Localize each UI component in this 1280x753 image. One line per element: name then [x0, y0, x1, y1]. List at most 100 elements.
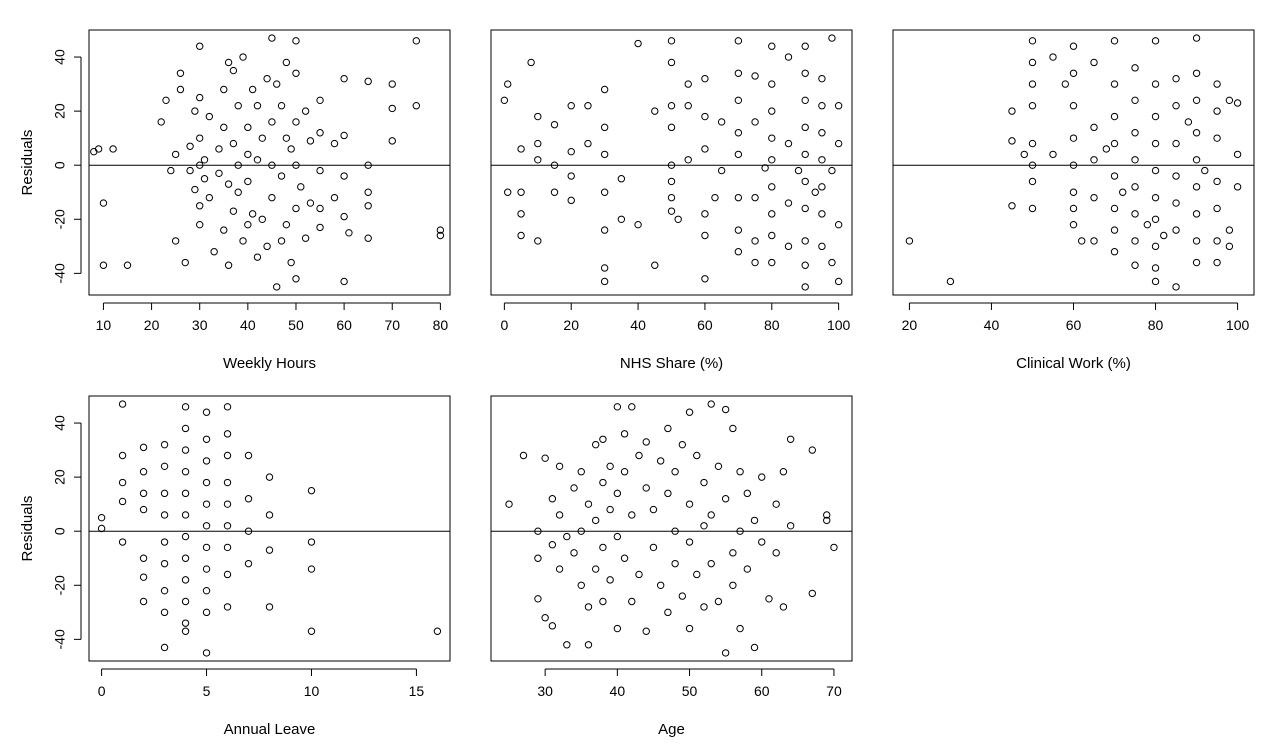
data-point	[734, 96, 743, 105]
data-point	[301, 107, 310, 115]
data-point	[1008, 202, 1016, 210]
y-tick-label: 0	[52, 527, 68, 535]
data-point	[527, 58, 535, 67]
data-point	[229, 139, 238, 148]
data-point	[1028, 58, 1037, 67]
data-point	[743, 489, 752, 498]
data-point	[1110, 226, 1119, 234]
data-point	[664, 608, 672, 617]
data-point	[253, 102, 262, 110]
data-point	[1151, 215, 1160, 223]
data-point	[656, 457, 665, 465]
data-point	[220, 85, 228, 94]
data-point	[223, 403, 232, 411]
data-point	[191, 185, 199, 194]
data-point	[1028, 204, 1037, 213]
data-point	[567, 102, 575, 110]
data-point	[224, 58, 233, 67]
data-point	[591, 565, 600, 573]
data-point	[700, 603, 708, 611]
data-point	[736, 468, 744, 476]
x-tick-label: 10	[304, 683, 320, 699]
data-point	[244, 123, 252, 132]
data-point	[768, 183, 776, 191]
data-point	[801, 69, 809, 77]
x-tick-label: 60	[336, 317, 352, 333]
data-point	[97, 524, 106, 533]
data-point	[1192, 34, 1201, 42]
data-point	[160, 538, 169, 546]
data-point	[268, 118, 276, 126]
data-point	[181, 403, 190, 411]
data-point	[642, 438, 650, 446]
data-point	[1192, 129, 1201, 137]
data-point	[263, 74, 271, 83]
data-point	[517, 231, 525, 240]
data-point	[667, 102, 676, 110]
data-point	[139, 597, 148, 606]
data-point	[186, 166, 194, 175]
data-point	[265, 603, 274, 611]
data-point	[282, 220, 291, 229]
data-point	[651, 107, 659, 115]
data-point	[181, 424, 190, 433]
data-point	[613, 489, 622, 498]
y-tick-label: 20	[52, 469, 68, 485]
data-point	[1028, 177, 1037, 186]
x-tick-label: 50	[682, 683, 698, 699]
data-point	[181, 576, 190, 584]
data-point	[563, 532, 571, 541]
x-tick-label: 80	[433, 317, 449, 333]
x-axis-title: Annual Leave	[224, 721, 316, 738]
data-point	[160, 586, 169, 595]
scatter-panel-5: 30 40 50 60 70 Age	[490, 395, 853, 738]
data-point	[1061, 80, 1069, 88]
data-point	[244, 527, 253, 535]
data-point	[758, 538, 766, 546]
data-point	[1110, 172, 1119, 180]
data-point	[734, 150, 743, 159]
data-point	[388, 104, 396, 113]
data-point	[617, 175, 626, 183]
data-point	[567, 172, 575, 180]
data-point	[1143, 220, 1152, 229]
x-axis-title: Age	[658, 721, 685, 738]
data-point	[834, 220, 843, 229]
data-point	[160, 489, 169, 498]
data-point	[768, 134, 776, 142]
data-point	[118, 497, 127, 506]
data-point	[818, 102, 826, 110]
data-point	[808, 446, 816, 454]
data-point	[1090, 58, 1098, 67]
data-point	[664, 489, 672, 498]
data-point	[772, 500, 780, 508]
data-point	[196, 202, 204, 210]
data-point	[253, 253, 262, 261]
data-point	[1069, 220, 1078, 229]
plot-frame	[892, 29, 1255, 296]
data-point	[202, 522, 211, 530]
data-point	[292, 37, 300, 45]
data-point	[202, 435, 211, 443]
data-point	[784, 53, 793, 61]
data-point	[758, 473, 766, 481]
data-point	[1102, 145, 1111, 153]
data-point	[599, 597, 607, 606]
data-point	[779, 603, 788, 611]
data-point	[234, 188, 242, 196]
data-point	[721, 495, 730, 503]
data-point	[701, 231, 709, 240]
data-point	[693, 451, 701, 460]
data-point	[685, 624, 694, 633]
data-point	[905, 237, 914, 245]
data-point	[1225, 96, 1234, 105]
data-point	[750, 516, 759, 525]
data-point	[667, 207, 676, 215]
data-point	[613, 532, 622, 541]
data-point	[801, 283, 809, 291]
data-point	[548, 495, 557, 503]
data-point	[678, 592, 687, 600]
data-point	[181, 489, 190, 498]
data-point	[591, 516, 600, 525]
data-point	[801, 42, 809, 50]
